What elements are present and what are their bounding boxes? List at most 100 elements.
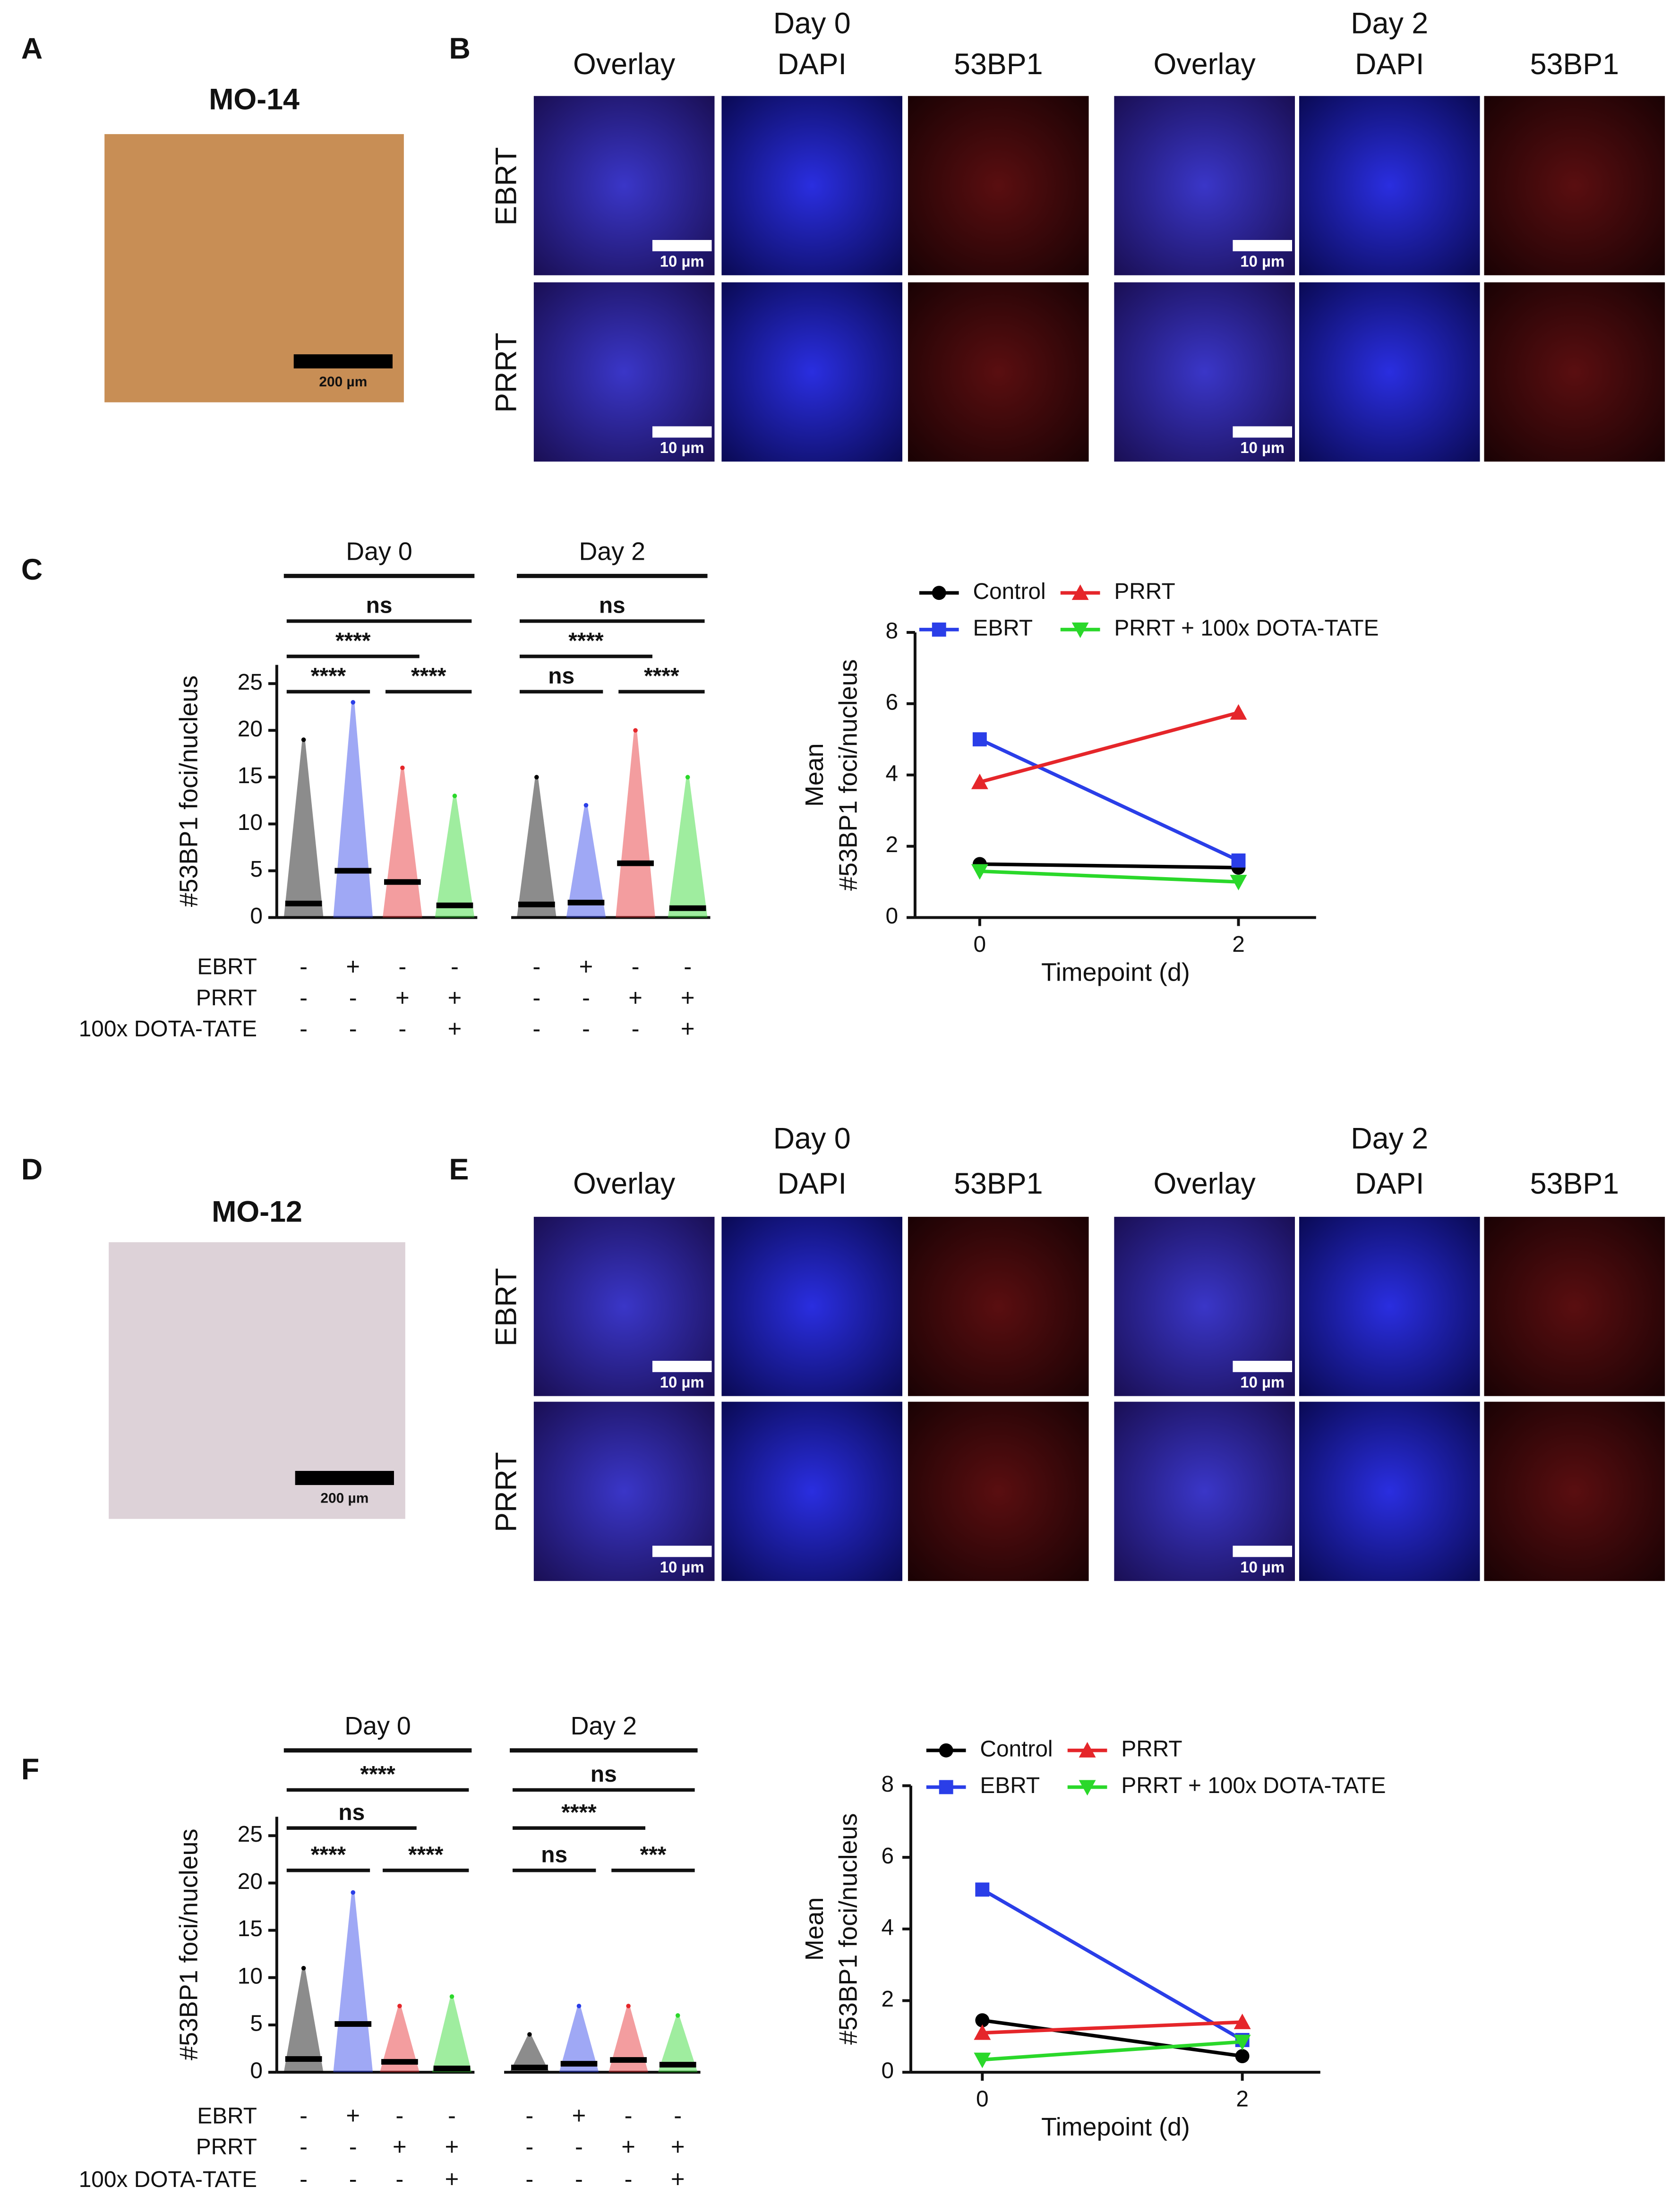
- legend-label: PRRT: [1121, 1736, 1182, 1761]
- treatment-label: PRRT: [196, 2135, 257, 2160]
- series-line: [982, 2020, 1242, 2035]
- y-tick-label: 4: [881, 1915, 894, 1940]
- panel-label: A: [21, 32, 43, 65]
- treatment-sign: +: [572, 2102, 586, 2129]
- legend-label: EBRT: [973, 616, 1033, 641]
- row-label: EBRT: [490, 147, 523, 225]
- treatment-sign: +: [628, 984, 642, 1011]
- day-label: Day 0: [773, 1122, 851, 1155]
- dot-distribution: [333, 1892, 373, 2073]
- micrograph: [1484, 1401, 1665, 1581]
- panel-label: F: [21, 1753, 39, 1786]
- treatment-sign: -: [575, 2133, 583, 2160]
- x-tick-label: 2: [1236, 2087, 1249, 2112]
- treatment-sign: -: [625, 2166, 633, 2193]
- significance-label: ****: [311, 1843, 346, 1868]
- x-axis-label: Timepoint (d): [1041, 2113, 1190, 2141]
- max-dot: [400, 765, 405, 770]
- y-axis-label: #53BP1 foci/nucleus: [175, 675, 203, 907]
- mean-bar: [381, 2059, 418, 2065]
- dot-distribution: [510, 2034, 549, 2073]
- marker: [975, 1882, 990, 1897]
- dot-distribution: [432, 1996, 472, 2073]
- micrograph: [908, 282, 1089, 462]
- dot-distribution: [668, 777, 708, 918]
- y-tick-label: 15: [238, 763, 263, 788]
- channel-label: Overlay: [573, 48, 676, 81]
- scale-bar: [652, 240, 712, 251]
- micrograph: [721, 1217, 903, 1396]
- marker: [1235, 2049, 1250, 2063]
- significance-label: ****: [360, 1762, 395, 1787]
- marker: [1234, 2014, 1251, 2029]
- channel-label: DAPI: [777, 48, 846, 81]
- scale-bar: [652, 1546, 712, 1557]
- mean-bar: [567, 899, 605, 905]
- treatment-sign: -: [525, 2166, 533, 2193]
- channel-label: 53BP1: [954, 48, 1043, 81]
- scale-bar: [1233, 426, 1292, 438]
- mean-bar: [433, 2066, 471, 2072]
- channel-label: 53BP1: [954, 1167, 1043, 1200]
- series-line: [981, 1888, 1243, 2042]
- treatment-sign: -: [349, 2133, 357, 2160]
- channel-label: Overlay: [1154, 48, 1256, 81]
- legend-marker: [1071, 622, 1089, 638]
- scale-bar: [293, 354, 393, 369]
- max-dot: [351, 1890, 356, 1895]
- mean-bar: [436, 902, 473, 908]
- dot-distribution: [608, 2006, 648, 2073]
- marker: [1234, 2034, 1251, 2050]
- y-axis-label: Mean: [800, 743, 829, 807]
- significance-label: ns: [599, 593, 625, 618]
- max-dot: [583, 803, 589, 808]
- legend-marker: [932, 622, 946, 637]
- marker: [971, 773, 988, 789]
- group-label: Day 2: [571, 1712, 637, 1740]
- treatment-sign: -: [532, 1015, 540, 1042]
- day-label: Day 2: [1351, 1122, 1428, 1155]
- significance-label: ns: [366, 593, 393, 618]
- panel-label: B: [449, 32, 471, 65]
- mean-bar: [518, 901, 555, 907]
- treatment-sign: -: [398, 1015, 406, 1042]
- marker: [972, 732, 987, 747]
- treatment-sign: +: [445, 2133, 459, 2160]
- y-axis-label: #53BP1 foci/nucleus: [834, 1813, 863, 2045]
- channel-label: Overlay: [1154, 1167, 1256, 1200]
- panel-label: E: [449, 1153, 469, 1186]
- row-label: EBRT: [490, 1268, 523, 1346]
- scale-bar: [1233, 1546, 1292, 1557]
- treatment-sign: +: [681, 984, 695, 1011]
- channel-label: DAPI: [1355, 48, 1424, 81]
- treatment-sign: -: [582, 1015, 590, 1042]
- dot-distribution: [283, 1968, 324, 2073]
- dot-distribution: [333, 702, 373, 918]
- marker: [1230, 704, 1247, 720]
- series-line: [979, 737, 1240, 863]
- treatment-sign: -: [300, 2102, 308, 2129]
- significance-label: ****: [561, 1800, 597, 1825]
- treatment-sign: -: [300, 2133, 308, 2160]
- scale-bar-label: 200 µm: [320, 1491, 368, 1506]
- series-line: [979, 711, 1239, 784]
- mean-bar: [285, 2056, 322, 2062]
- y-tick-label: 0: [250, 2058, 263, 2084]
- group-label: Day 0: [344, 1712, 411, 1740]
- treatment-sign: -: [300, 1015, 308, 1042]
- row-label: PRRT: [490, 1452, 523, 1532]
- y-tick-label: 25: [238, 1822, 263, 1847]
- mean-bar: [610, 2057, 647, 2063]
- treatment-sign: +: [346, 2102, 360, 2129]
- significance-label: ****: [335, 628, 371, 653]
- max-dot: [685, 775, 690, 780]
- micrograph: [908, 1401, 1089, 1581]
- y-tick-label: 20: [238, 1869, 263, 1894]
- scale-bar: [652, 1360, 712, 1372]
- x-tick-label: 0: [976, 2087, 989, 2112]
- dot-distribution: [566, 805, 606, 918]
- series-line: [982, 2018, 1243, 2058]
- channel-label: 53BP1: [1530, 1167, 1619, 1200]
- mean-bar: [659, 2062, 696, 2068]
